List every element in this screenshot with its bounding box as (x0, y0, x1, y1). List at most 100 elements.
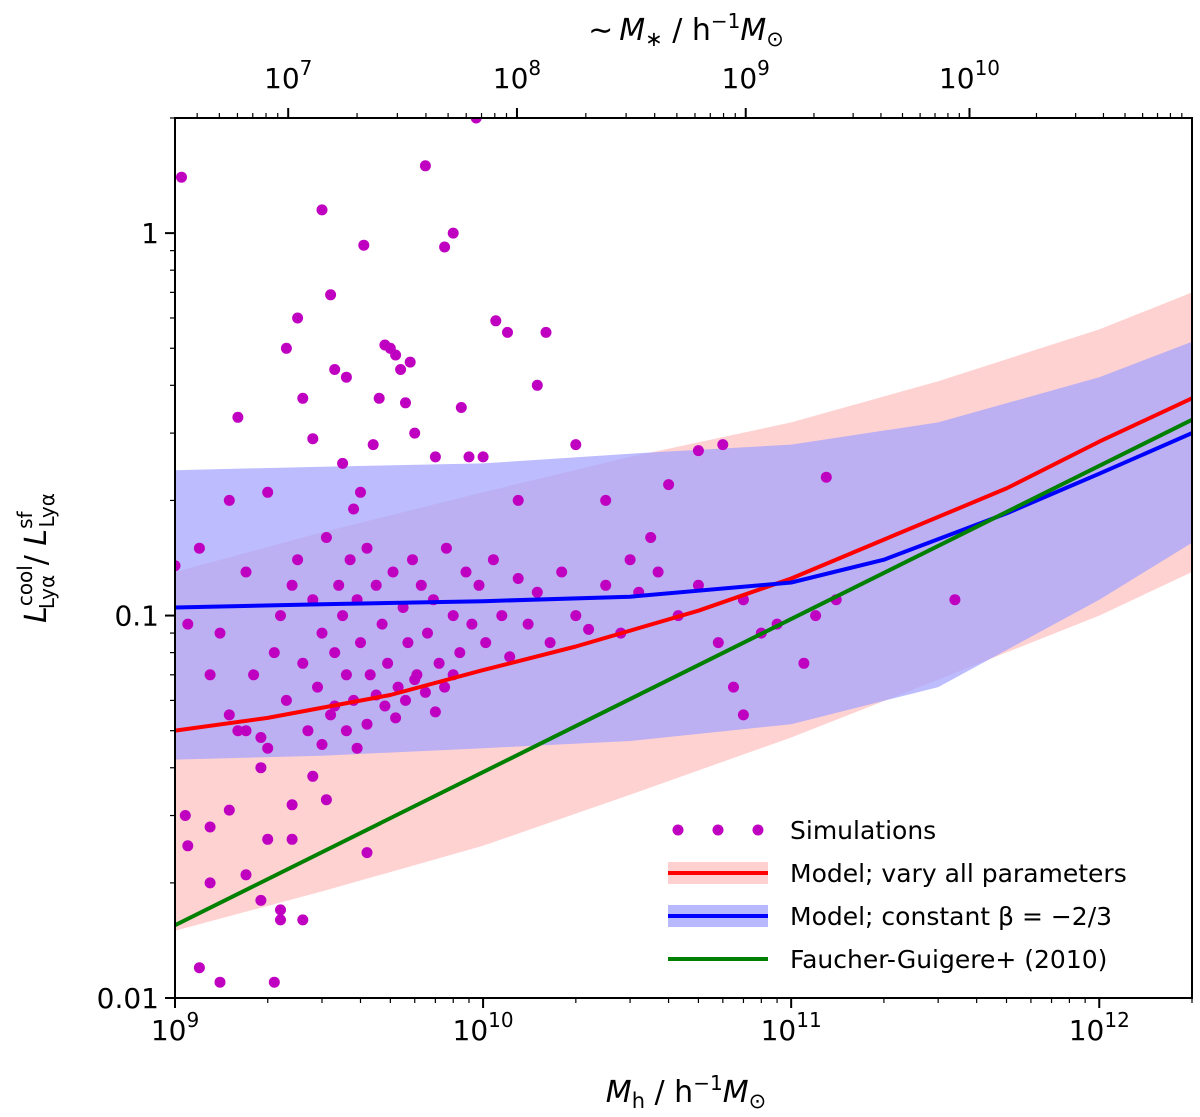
scatter-point (176, 171, 187, 183)
scatter-point (214, 627, 226, 639)
scatter-point (466, 618, 478, 630)
scatter-point (409, 427, 421, 439)
scatter-point (351, 742, 363, 754)
scatter-point (600, 494, 612, 506)
scatter-point (193, 962, 205, 974)
scatter-point (275, 610, 286, 622)
x-tick-label: 1010 (453, 1008, 514, 1047)
scatter-point (692, 445, 704, 457)
scatter-point (395, 364, 407, 375)
scatter-point (728, 681, 739, 693)
scatter-point (583, 623, 595, 635)
scatter-point (240, 566, 252, 578)
legend-marker (752, 824, 764, 836)
confidence-bands (175, 292, 1192, 931)
scatter-point (440, 542, 452, 554)
legend-marker (712, 824, 724, 836)
legend-label: Simulations (790, 816, 936, 845)
scatter-point (286, 799, 298, 811)
scatter-point (255, 762, 267, 774)
scatter-point (316, 739, 328, 750)
scatter-point (382, 657, 394, 669)
model-lines (175, 396, 1192, 927)
scatter-point (307, 433, 319, 445)
scatter-point (340, 371, 352, 383)
scatter-point (645, 532, 657, 543)
scatter-point (286, 833, 298, 845)
scatter-point (820, 471, 832, 483)
scatter-point (624, 554, 636, 566)
scatter-point (663, 479, 675, 491)
scatter-point (240, 725, 252, 737)
scatter-point (175, 560, 181, 572)
scatter-point (262, 742, 274, 754)
scatter-point (325, 289, 337, 301)
x-tick-label: 1011 (761, 1008, 822, 1047)
scatter-point (297, 914, 309, 926)
legend: Simulations Model; vary all parameters Mod… (668, 816, 1127, 974)
scatter-point (223, 709, 235, 721)
scatter-point (447, 227, 459, 239)
scatter-point (344, 554, 356, 566)
scatter-point (496, 610, 508, 622)
top-axis-label: ∼ M∗ / h−1M⊙ (588, 9, 784, 51)
series-line-1 (175, 431, 1192, 610)
scatter-point (340, 725, 352, 737)
top-tick-label: 1010 (939, 56, 1000, 95)
scatter-point (373, 392, 385, 404)
scatter-point (376, 618, 388, 630)
scatter-point (419, 686, 431, 698)
scatter-point (387, 566, 399, 578)
scatter-point (556, 566, 568, 578)
scatter-point (490, 315, 502, 327)
scatter-point (470, 118, 482, 124)
tick-labels: 109 1010 1011 1012 107 108 109 1010 0.01 0.1 1 (97, 56, 1130, 1047)
scatter-point (544, 637, 556, 649)
scatter-point (364, 669, 376, 681)
scatter-point (320, 532, 332, 543)
scatter-point (286, 579, 298, 591)
scatter-point (502, 326, 513, 338)
scatter-point (798, 657, 810, 669)
scatter-point (280, 342, 292, 354)
scatter-point (367, 439, 379, 451)
scatter-point (204, 669, 216, 681)
scatter-point (439, 241, 451, 253)
scatter-point (504, 651, 516, 663)
scatter-point (355, 637, 366, 649)
scatter-point (433, 657, 445, 669)
scatter-point (182, 618, 194, 630)
scatter-point (522, 618, 534, 630)
scatter-point (477, 451, 489, 463)
scatter-point (348, 503, 360, 515)
scatter-point (302, 725, 314, 737)
scatter-point (400, 397, 411, 409)
y-tick-label: 1 (141, 217, 159, 250)
scatter-point (717, 439, 729, 451)
scatter-point (540, 326, 552, 338)
scatter-point (390, 712, 402, 724)
top-tick-label: 107 (264, 56, 312, 95)
scatter-point (316, 204, 328, 216)
scatter-point (333, 579, 345, 591)
scatter-point (390, 349, 402, 361)
scatter-point (455, 402, 467, 413)
scatter-point (570, 610, 582, 622)
scatter-point (949, 594, 961, 606)
band-1 (175, 341, 1192, 760)
scatter-point (692, 579, 704, 591)
scatter-point (340, 669, 352, 681)
scatter-point (358, 239, 370, 251)
scatter-point (531, 379, 543, 391)
scatter-point (193, 542, 205, 554)
y-tick-label: 0.1 (114, 600, 159, 633)
scatter-point (570, 439, 582, 451)
scatter-point (280, 694, 292, 706)
scatter-point (402, 637, 414, 649)
scatter-point (712, 637, 724, 649)
scatter-point (248, 669, 260, 681)
scatter-point (329, 647, 341, 659)
scatter-point (223, 494, 235, 506)
scatter-point (262, 833, 274, 845)
